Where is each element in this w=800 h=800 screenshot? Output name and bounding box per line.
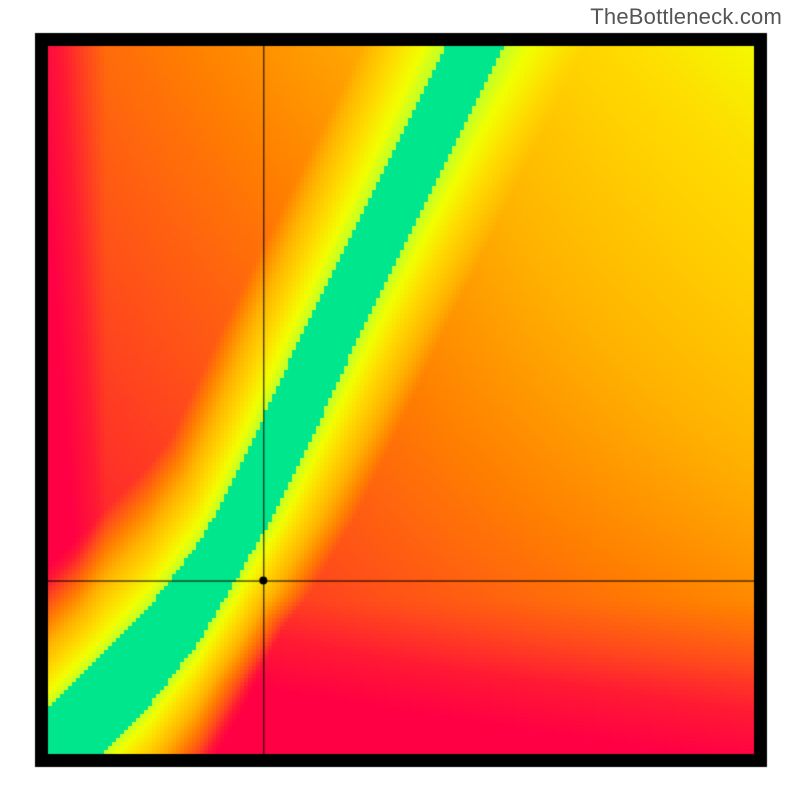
heatmap-canvas <box>0 0 800 800</box>
chart-container: TheBottleneck.com <box>0 0 800 800</box>
watermark-text: TheBottleneck.com <box>590 4 782 30</box>
